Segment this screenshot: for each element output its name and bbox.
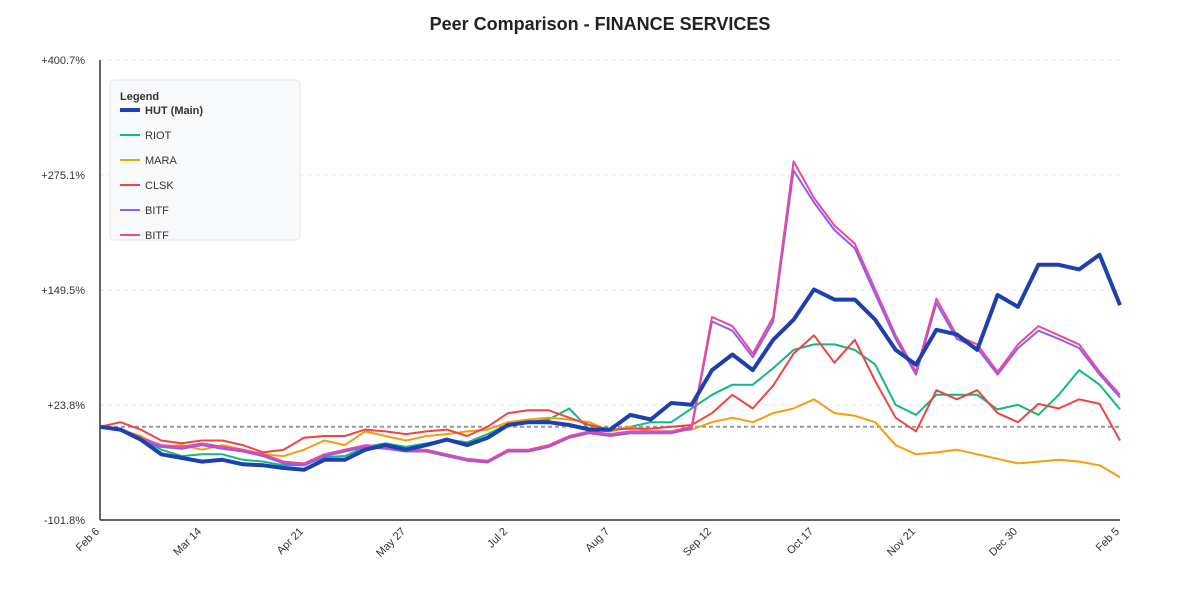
x-tick-label: Sep 12: [681, 526, 714, 559]
x-tick-label: Apr 21: [275, 526, 306, 557]
chart-title: Peer Comparison - FINANCE SERVICES: [430, 14, 771, 34]
legend-title: Legend: [120, 91, 159, 103]
y-tick-label: +149.5%: [41, 285, 85, 297]
legend-box: [109, 79, 301, 241]
y-tick-label: +400.7%: [41, 55, 85, 67]
legend-label: RIOT: [145, 130, 172, 142]
legend-label: MARA: [145, 155, 177, 167]
legend-label: BITF: [145, 205, 169, 217]
x-tick-label: Aug 7: [583, 526, 612, 555]
legend-label: CLSK: [145, 180, 174, 192]
legend-label: HUT (Main): [145, 105, 203, 117]
series-line: [99, 252, 1122, 472]
series-line: [99, 160, 1121, 465]
y-tick-label: +275.1%: [41, 170, 85, 182]
y-tick-label: +23.8%: [47, 400, 85, 412]
y-tick-label: -101.8%: [44, 515, 85, 527]
x-tick-label: Feb 6: [74, 526, 102, 554]
series-line: [99, 169, 1121, 467]
x-tick-label: Nov 21: [885, 526, 918, 559]
x-tick-label: Oct 17: [785, 526, 816, 557]
x-tick-label: Mar 14: [171, 526, 204, 559]
x-tick-label: Jul 2: [485, 526, 510, 551]
x-tick-label: Dec 30: [987, 526, 1020, 559]
x-tick-label: May 27: [374, 526, 408, 560]
x-tick-label: Feb 5: [1094, 526, 1122, 554]
legend: Legend HUT (Main) RIOT MARA CLSK BITF BITF: [120, 91, 203, 242]
legend-label: BITF: [145, 230, 169, 242]
